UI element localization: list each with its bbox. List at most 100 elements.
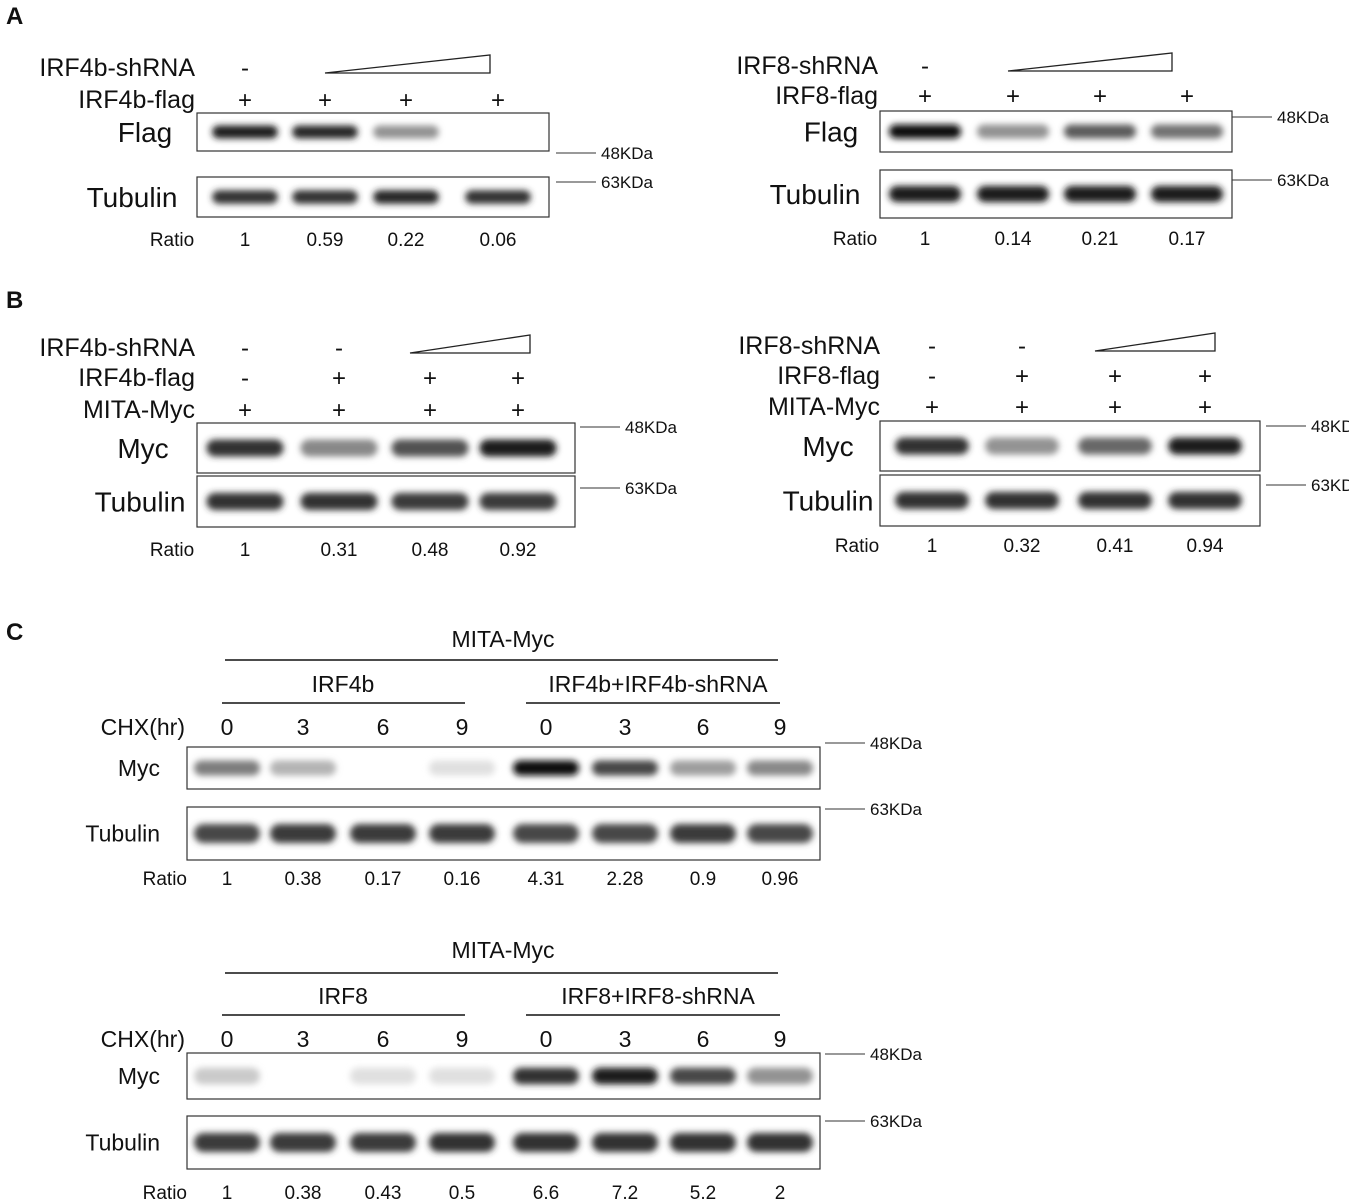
blot-band bbox=[212, 125, 278, 139]
ratio-label: Ratio bbox=[143, 869, 187, 890]
chx-time-point: 9 bbox=[456, 1026, 469, 1052]
treatment-sign: + bbox=[1006, 83, 1020, 110]
ratio-value: 7.2 bbox=[612, 1183, 638, 1200]
blot-band bbox=[194, 1132, 260, 1153]
treatment-sign: + bbox=[423, 365, 437, 392]
blot-band bbox=[292, 190, 358, 204]
molecular-weight-marker: 48KDa bbox=[625, 418, 678, 437]
blot-band bbox=[373, 125, 439, 139]
blot-frame bbox=[196, 475, 576, 528]
ratio-value: 0.16 bbox=[444, 869, 481, 890]
ratio-value: 0.17 bbox=[365, 869, 402, 890]
molecular-weight-marker: 48KDa bbox=[870, 1045, 923, 1064]
ratio-value: 0.21 bbox=[1082, 229, 1119, 250]
ratio-value: 2.28 bbox=[607, 869, 644, 890]
blot-frame bbox=[879, 169, 1233, 219]
blot-band bbox=[592, 1132, 658, 1153]
blot-band bbox=[592, 823, 658, 844]
blot-band bbox=[1063, 185, 1137, 203]
treatment-sign: + bbox=[491, 87, 505, 114]
treatment-sign: + bbox=[238, 397, 252, 424]
row-label: MITA-Myc bbox=[768, 393, 880, 421]
ratio-label: Ratio bbox=[150, 230, 194, 251]
blot-band bbox=[391, 439, 469, 457]
blot-frame bbox=[196, 112, 550, 152]
blot-band bbox=[513, 760, 579, 776]
treatment-sign: + bbox=[1108, 394, 1122, 421]
blot-band bbox=[465, 190, 531, 204]
blot-band bbox=[194, 1067, 260, 1085]
condition-b-label: IRF8+IRF8-shRNA bbox=[561, 983, 755, 1009]
row-label: IRF8-flag bbox=[777, 362, 880, 390]
blot-band bbox=[270, 1132, 336, 1153]
treatment-sign: + bbox=[332, 365, 346, 392]
blot-band bbox=[479, 492, 557, 511]
blot-band bbox=[391, 492, 469, 511]
treatment-sign: - bbox=[241, 55, 249, 82]
chx-time-label: CHX(hr) bbox=[101, 714, 185, 740]
chx-time-point: 6 bbox=[377, 1026, 390, 1052]
molecular-weight-marker: 63KDa bbox=[1277, 171, 1330, 190]
blot-band bbox=[985, 491, 1059, 510]
blot-label: Tubulin bbox=[87, 182, 178, 213]
molecular-weight-marker: 63KDa bbox=[1311, 476, 1349, 495]
blot-band bbox=[1078, 437, 1152, 455]
molecular-weight-marker: 48KDa bbox=[870, 734, 923, 753]
treatment-sign: + bbox=[1015, 394, 1029, 421]
ratio-value: 0.06 bbox=[480, 230, 517, 251]
blot-band bbox=[670, 1067, 736, 1085]
blot-band bbox=[976, 124, 1050, 139]
blot-band bbox=[206, 439, 284, 457]
blot-band bbox=[513, 1132, 579, 1153]
ratio-value: 0.5 bbox=[449, 1183, 475, 1200]
ratio-value: 1 bbox=[927, 536, 938, 557]
ratio-label: Ratio bbox=[143, 1183, 187, 1200]
blot-frame bbox=[879, 110, 1233, 153]
blot-label: Myc bbox=[802, 431, 853, 462]
blot-band bbox=[1078, 491, 1152, 510]
ratio-value: 1 bbox=[240, 230, 251, 251]
ratio-value: 0.96 bbox=[762, 869, 799, 890]
treatment-sign: - bbox=[1018, 333, 1026, 360]
ratio-value: 1 bbox=[222, 1183, 233, 1200]
ratio-label: Ratio bbox=[835, 536, 879, 557]
chx-time-point: 3 bbox=[619, 1026, 632, 1052]
ratio-value: 0.92 bbox=[500, 540, 537, 561]
treatment-sign: - bbox=[335, 335, 343, 362]
condition-a-label: IRF8 bbox=[318, 983, 368, 1009]
ratio-value: 0.43 bbox=[365, 1183, 402, 1200]
blot-band bbox=[670, 760, 736, 776]
blot-label: Tubulin bbox=[783, 486, 874, 517]
row-label: IRF8-shRNA bbox=[736, 52, 878, 80]
blot-label: Tubulin bbox=[85, 1130, 160, 1156]
blot-frame bbox=[879, 474, 1261, 527]
treatment-sign: + bbox=[1093, 83, 1107, 110]
molecular-weight-marker: 63KDa bbox=[870, 800, 923, 819]
blot-label: Flag bbox=[804, 117, 858, 148]
group-header: MITA-Myc bbox=[451, 626, 554, 652]
row-label: IRF4b-shRNA bbox=[39, 334, 195, 362]
dose-wedge bbox=[324, 54, 491, 74]
treatment-sign: + bbox=[918, 83, 932, 110]
ratio-value: 5.2 bbox=[690, 1183, 716, 1200]
treatment-sign: + bbox=[399, 87, 413, 114]
ratio-value: 0.17 bbox=[1169, 229, 1206, 250]
blot-band bbox=[747, 760, 813, 776]
blot-band bbox=[888, 124, 962, 139]
molecular-weight-marker: 48KDa bbox=[601, 144, 654, 163]
treatment-sign: + bbox=[1198, 394, 1212, 421]
ratio-value: 1 bbox=[222, 869, 233, 890]
chx-time-point: 3 bbox=[297, 1026, 310, 1052]
blot-band bbox=[888, 185, 962, 203]
blot-band bbox=[976, 185, 1050, 203]
treatment-sign: + bbox=[318, 87, 332, 114]
blot-band bbox=[1150, 124, 1224, 139]
chx-time-point: 9 bbox=[456, 714, 469, 740]
blot-frame bbox=[196, 176, 550, 218]
blot-band bbox=[350, 823, 416, 844]
blot-label: Myc bbox=[118, 1063, 160, 1089]
ratio-value: 0.41 bbox=[1097, 536, 1134, 557]
blot-label: Flag bbox=[118, 117, 172, 148]
row-label: IRF8-flag bbox=[775, 82, 878, 110]
